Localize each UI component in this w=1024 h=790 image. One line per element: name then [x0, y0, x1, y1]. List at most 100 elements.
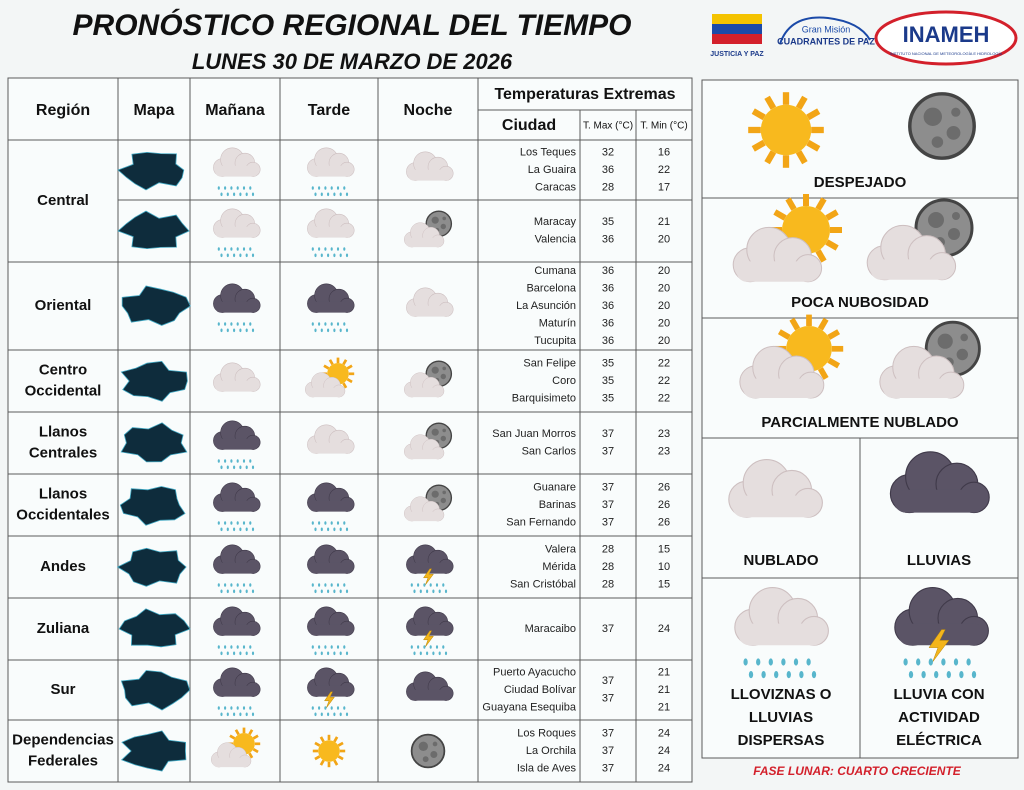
region-map: [118, 608, 191, 648]
rain-drop: [249, 521, 252, 525]
moon-crater: [440, 435, 446, 442]
rain-drop: [314, 253, 317, 258]
moon-crater: [442, 366, 446, 371]
rain-drop: [236, 521, 239, 525]
sun-ray: [319, 736, 325, 743]
rain-drop: [245, 328, 248, 333]
weather-icon: [879, 320, 981, 399]
cloud: [213, 544, 261, 574]
city-name: La Orchila: [526, 745, 577, 757]
rain-drop: [233, 192, 236, 197]
moon-crater: [440, 497, 446, 504]
sun-ray: [817, 317, 829, 331]
rain-drop: [339, 651, 342, 656]
weather-icon: [728, 459, 823, 518]
temp-max: 37: [602, 745, 614, 757]
rain-drop: [224, 521, 227, 525]
logo-text: INAMEH: [903, 22, 990, 47]
sun-ray: [806, 139, 821, 152]
rain-drop: [233, 328, 236, 333]
cloud: [213, 606, 261, 636]
city-name: Barcelona: [526, 282, 576, 294]
temp-max: 37: [602, 481, 614, 493]
weather-icon: [406, 606, 454, 656]
rain-drop: [438, 651, 441, 656]
rain-drop: [327, 253, 330, 258]
rain-drop: [220, 253, 223, 258]
temp-max: 37: [602, 623, 614, 635]
rain-drop: [903, 658, 908, 666]
rain-drop: [242, 583, 246, 587]
cloud: [307, 482, 355, 512]
cloud: [305, 372, 346, 398]
rain-drop: [324, 706, 327, 710]
rain-drop: [217, 186, 220, 190]
weather-icon: [404, 210, 453, 248]
rain-drop: [423, 645, 426, 649]
cloud: [404, 496, 445, 522]
rain-drop: [419, 589, 422, 594]
sun: [748, 92, 824, 168]
rain-drop: [311, 521, 314, 525]
cloud-part: [738, 623, 825, 646]
legend-label: LLUVIAS: [907, 552, 971, 569]
city-name: Ciudad Bolívar: [504, 684, 576, 696]
temp-min: 15: [658, 543, 670, 555]
rain-drop: [320, 253, 323, 258]
temp-min: 20: [658, 300, 670, 312]
cloud: [307, 147, 355, 177]
cloud: [213, 482, 261, 512]
weather-icon: [404, 360, 453, 398]
rain-drop: [345, 192, 349, 197]
rain-drop: [330, 521, 333, 525]
rain-drop: [318, 706, 321, 710]
rain-drop: [345, 712, 349, 717]
temp-max: 28: [602, 578, 614, 590]
rain-drop: [314, 192, 317, 197]
rain-drop: [239, 465, 242, 470]
rain-drop: [330, 322, 333, 326]
legend-label: NUBLADO: [744, 552, 819, 569]
rain-drop: [217, 583, 220, 587]
rain-drop: [761, 671, 766, 679]
sun-ray: [346, 378, 353, 384]
sun-ray: [342, 382, 348, 389]
sun-ray: [319, 759, 325, 766]
weather-icon: [307, 606, 355, 656]
moon-crater: [431, 366, 439, 374]
rain-drop: [224, 706, 227, 710]
cloud: [739, 345, 825, 399]
rain-drop: [336, 247, 340, 251]
rain-drop: [417, 645, 420, 649]
legend-label: LLUVIA CON: [893, 686, 984, 703]
sun-ray: [815, 197, 827, 211]
rain-drop: [318, 247, 321, 251]
cloud: [406, 606, 454, 636]
temp-min: 17: [658, 181, 670, 193]
weather-icon: [739, 314, 844, 399]
rain-drop: [959, 671, 964, 679]
logo-justicia: JUSTICIA Y PAZ: [710, 14, 764, 58]
cloud-part: [408, 624, 452, 636]
column-header: Región: [36, 102, 90, 119]
temp-min: 24: [658, 623, 670, 635]
cloud-part: [215, 380, 259, 392]
sun-ray: [751, 139, 766, 152]
rain-drop: [230, 645, 233, 649]
city-name: Maturín: [539, 317, 576, 329]
rain-drop: [320, 651, 323, 656]
rain-drop: [429, 645, 432, 649]
weather-icon: [213, 283, 261, 333]
rain-drop: [249, 322, 252, 326]
rain-drop: [314, 712, 317, 717]
cloud-part: [215, 301, 259, 313]
rain-drop: [336, 521, 340, 525]
temp-min: 10: [658, 561, 670, 573]
rain-drop: [311, 583, 314, 587]
sun-ray: [252, 734, 259, 740]
temp-min: 21: [658, 216, 670, 228]
moon-crater: [952, 212, 960, 220]
cloud: [404, 222, 445, 248]
rain-drop: [226, 712, 229, 717]
rain-drop: [324, 247, 327, 251]
